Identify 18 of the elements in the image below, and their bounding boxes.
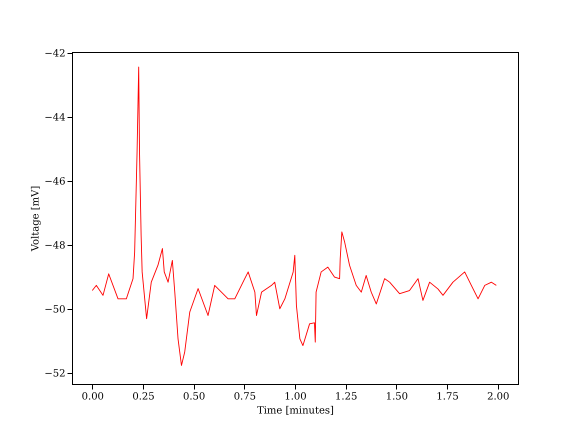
- y-tick-label: −44: [44, 112, 66, 124]
- x-tick-label: 2.00: [487, 392, 510, 402]
- x-tick-label: 1.25: [335, 392, 358, 402]
- y-tick-label: −42: [44, 48, 66, 60]
- x-tick-label: 0.25: [132, 392, 155, 402]
- x-tick-label: 0.50: [183, 392, 206, 402]
- y-axis-title: Voltage [mV]: [30, 186, 42, 252]
- x-tick-label: 1.50: [386, 392, 408, 402]
- x-tick-label: 0.00: [82, 392, 104, 402]
- y-tick-label: −48: [44, 240, 66, 252]
- y-tick-label: −50: [44, 304, 66, 316]
- x-tick-label: 1.00: [284, 392, 307, 402]
- x-axis-title: Time [minutes]: [257, 406, 334, 416]
- line-series: [92, 66, 497, 366]
- x-tick-label: 1.75: [436, 392, 459, 402]
- y-tick-label: −46: [44, 176, 66, 188]
- y-tick-label: −52: [44, 368, 66, 380]
- x-tick-label: 0.75: [234, 392, 256, 402]
